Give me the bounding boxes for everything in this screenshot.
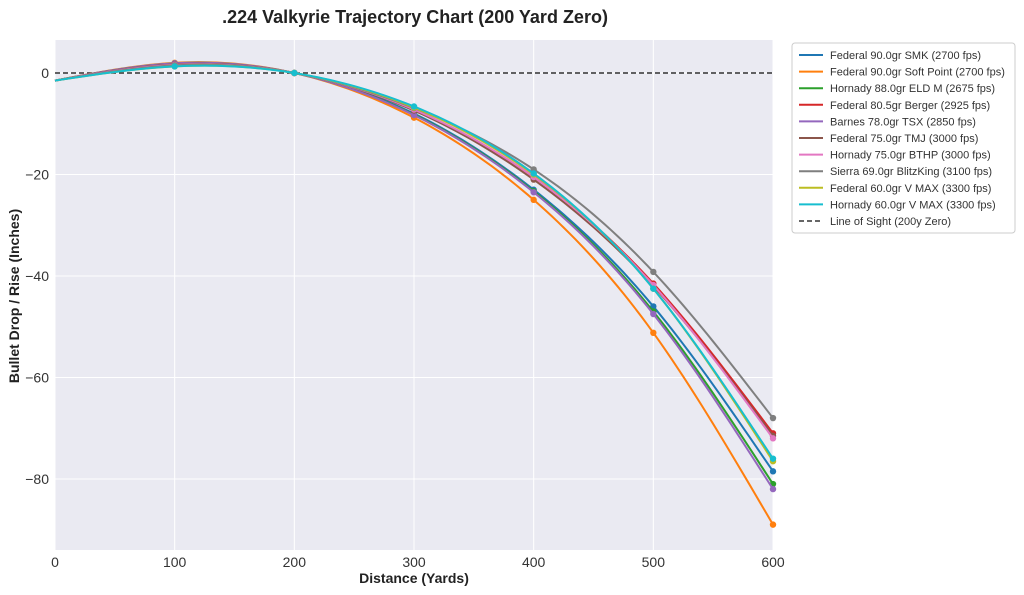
- legend: Federal 90.0gr SMK (2700 fps) Federal 90.…: [791, 42, 1016, 234]
- series-point-9-4: [530, 170, 537, 177]
- series-point-9-3: [410, 103, 418, 110]
- legend-label-4: Barnes 78.0gr TSX (2850 fps): [830, 116, 976, 128]
- series-point-6-6: [769, 435, 777, 442]
- legend-label-9: Hornady 60.0gr V MAX (3300 fps): [830, 199, 996, 211]
- series-point-1-6: [769, 521, 777, 528]
- legend-label-6: Hornady 75.0gr BTHP (3000 fps): [830, 150, 991, 162]
- y-axis-label: Bullet Drop / Rise (Inches): [6, 209, 22, 383]
- x-tick-label: 500: [642, 554, 666, 570]
- series-point-4-6: [769, 485, 777, 493]
- legend-label-10: Line of Sight (200y Zero): [830, 216, 951, 228]
- series-point-9-6: [769, 455, 777, 462]
- y-tick-label: −80: [25, 471, 49, 487]
- x-tick-label: 200: [283, 554, 307, 570]
- legend-label-1: Federal 90.0gr Soft Point (2700 fps): [830, 67, 1005, 79]
- legend-label-0: Federal 90.0gr SMK (2700 fps): [830, 50, 981, 62]
- series-point-4-5: [650, 310, 657, 318]
- y-tick-label: 0: [41, 65, 49, 81]
- x-tick-label: 100: [163, 554, 187, 570]
- grid: [54, 40, 774, 550]
- series-point-4-3: [410, 111, 418, 119]
- x-tick-label: 300: [402, 554, 426, 570]
- series-point-1-5: [650, 329, 657, 337]
- series-point-1-4: [530, 196, 537, 204]
- y-tick-label: −60: [25, 369, 49, 385]
- x-tick-label: 600: [761, 554, 785, 570]
- series-point-9-5: [650, 285, 657, 292]
- series-layer: [54, 59, 777, 528]
- legend-box: [791, 42, 1016, 234]
- legend-label-7: Sierra 69.0gr BlitzKing (3100 fps): [830, 166, 992, 178]
- tick-labels: 0 100 200 300 400 500 600 0 −20 −40 −60 −80: [25, 65, 785, 570]
- chart-title: .224 Valkyrie Trajectory Chart (200 Yard…: [222, 7, 608, 27]
- legend-label-8: Federal 60.0gr V MAX (3300 fps): [830, 183, 991, 195]
- legend-label-5: Federal 75.0gr TMJ (3000 fps): [830, 133, 978, 145]
- series-point-7-6: [769, 414, 777, 422]
- series-point-9-1: [171, 63, 178, 70]
- series-point-0-6: [769, 468, 777, 475]
- y-tick-label: −40: [25, 268, 49, 284]
- series-point-4-4: [530, 189, 537, 196]
- series-point-7-5: [650, 268, 657, 276]
- legend-label-2: Hornady 88.0gr ELD M (2675 fps): [830, 83, 995, 95]
- x-axis-label: Distance (Yards): [359, 570, 469, 586]
- x-tick-label: 0: [51, 554, 59, 570]
- legend-label-3: Federal 80.5gr Berger (2925 fps): [830, 100, 990, 112]
- x-tick-label: 400: [522, 554, 546, 570]
- y-tick-label: −20: [25, 166, 49, 182]
- series-point-9-2: [291, 69, 298, 77]
